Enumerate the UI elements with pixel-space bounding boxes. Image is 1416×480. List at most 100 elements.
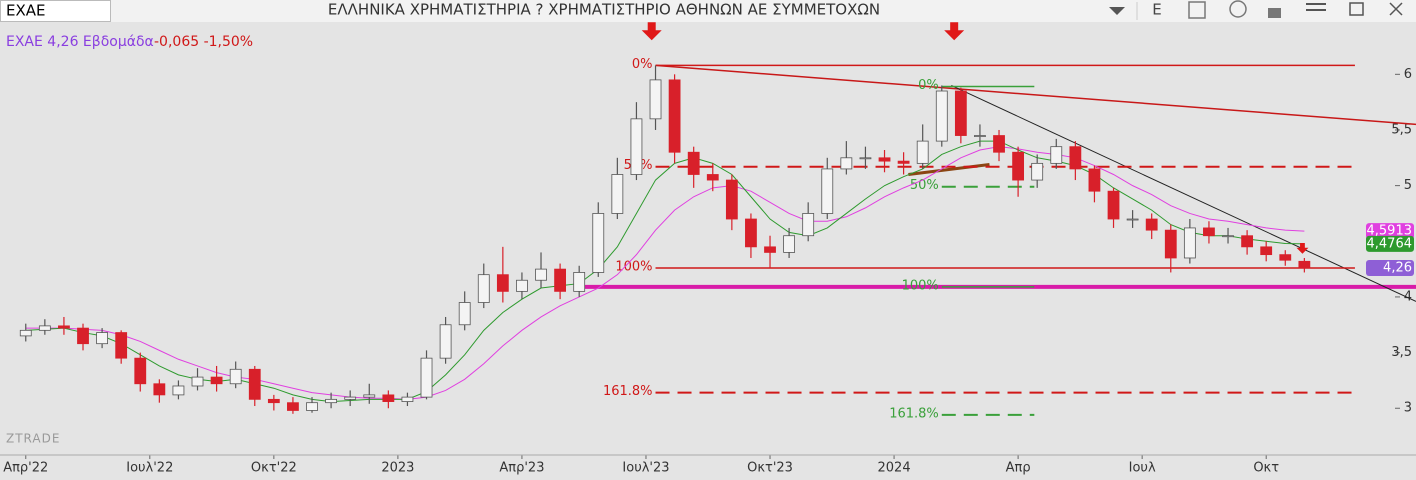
candle-body <box>1279 254 1292 261</box>
moving-average <box>25 140 1305 403</box>
price-tag-label: 4,5913 <box>1367 224 1413 239</box>
candle-body <box>916 140 929 164</box>
fib-label: 0% <box>918 78 939 93</box>
x-tick-label: Ιουλ'22 <box>126 461 173 476</box>
mode-button[interactable]: E <box>1152 1 1161 19</box>
toolbar <box>0 0 1416 22</box>
candle-body <box>1183 227 1196 259</box>
fib-label: 100% <box>615 259 652 274</box>
fib-label: 100% <box>902 278 939 293</box>
candle-body <box>783 235 796 253</box>
candle-body <box>1298 260 1311 269</box>
arrow <box>1296 242 1309 254</box>
candle-body <box>1126 218 1139 221</box>
lock-icon[interactable] <box>1268 8 1281 18</box>
minimize-icon[interactable] <box>1306 3 1326 11</box>
dropdown[interactable] <box>1109 7 1125 15</box>
symbol-box[interactable] <box>0 0 111 22</box>
save-icon[interactable] <box>1188 1 1206 19</box>
x-tick-label: Απρ <box>1006 461 1031 476</box>
legend: ΕΧΑΕ 4,26 Εβδομάδα <box>6 34 154 50</box>
arrow <box>641 22 662 41</box>
candle-body <box>611 174 624 214</box>
candle-body <box>1260 246 1273 256</box>
price-tag-label: 4,26 <box>1383 260 1412 275</box>
candle-body <box>725 179 738 220</box>
candle-body <box>325 398 337 404</box>
chat-icon[interactable] <box>1229 0 1247 18</box>
arrow <box>944 22 965 41</box>
y-tick-label: 3,5 <box>1391 345 1412 360</box>
x-tick-label: 2023 <box>381 461 414 476</box>
candle-body <box>77 327 89 345</box>
candle-body <box>516 279 528 292</box>
candle-body <box>1164 229 1177 259</box>
fib-label: 161.8% <box>603 384 653 399</box>
trendline <box>655 64 1416 126</box>
x-tick-label: Απρ'23 <box>499 461 544 476</box>
restore-icon[interactable] <box>1349 2 1364 16</box>
x-tick-label: Οκτ <box>1253 461 1279 476</box>
candle-body <box>1203 227 1215 237</box>
y-tick-label: 4 <box>1404 289 1412 304</box>
candle-body <box>153 383 166 396</box>
candle-body <box>935 90 948 142</box>
candle-body <box>1222 235 1234 238</box>
candle-body <box>668 79 681 153</box>
candle-body <box>420 357 433 398</box>
candle-body <box>592 213 605 273</box>
candle-body <box>363 394 376 398</box>
candle-body <box>554 268 567 292</box>
candle-body <box>897 160 910 164</box>
candle-body <box>535 268 547 281</box>
candle-body <box>248 368 261 400</box>
candle-body <box>477 274 490 303</box>
symbol: ΕΧΑΕ <box>6 2 46 20</box>
candle-body <box>1088 168 1101 192</box>
candle-body <box>267 398 280 404</box>
candle-body <box>840 157 853 170</box>
y-tick-label: 5,5 <box>1391 122 1412 137</box>
candle-body <box>287 402 299 411</box>
candle-body <box>496 274 509 292</box>
candle-body <box>191 376 204 387</box>
candle-body <box>1107 190 1120 220</box>
x-tick-label: Οκτ'23 <box>747 461 793 476</box>
price-tag <box>1366 259 1414 276</box>
candle-body <box>1031 162 1044 181</box>
candle-body <box>134 357 147 385</box>
candle-body <box>458 302 471 326</box>
change: -0,065 -1,50% <box>154 34 253 50</box>
close-icon[interactable] <box>1389 2 1403 16</box>
candle-body <box>58 325 70 329</box>
candle-body <box>229 368 242 385</box>
candle-body <box>993 135 1005 153</box>
x-tick-label: Ιουλ'23 <box>622 461 669 476</box>
candle-body <box>706 174 719 181</box>
trendline <box>951 84 1416 302</box>
price-tag <box>1366 235 1414 252</box>
candle-body <box>210 376 223 385</box>
candle-body <box>802 213 815 237</box>
candle-body <box>878 157 891 162</box>
candle-body <box>19 329 32 337</box>
fib-label: 50% <box>910 178 939 193</box>
watermark: ZTRADE <box>6 432 60 446</box>
candle-body <box>859 157 872 160</box>
candle-body <box>974 135 986 137</box>
candle-body <box>1069 146 1082 170</box>
fib-label: 161.8% <box>889 406 939 421</box>
candle-body <box>630 118 643 175</box>
y-tick-label: 6 <box>1404 67 1412 82</box>
fib-label: 0% <box>632 57 653 72</box>
y-tick-label: 3 <box>1404 401 1412 416</box>
x-tick-label: Απρ'22 <box>3 461 48 476</box>
candle-body <box>573 272 586 292</box>
x-tick-label: Οκτ'22 <box>251 461 297 476</box>
candle-body <box>306 402 318 411</box>
candle-body <box>764 246 776 253</box>
candle-body <box>745 218 757 248</box>
candle-body <box>1241 235 1254 248</box>
